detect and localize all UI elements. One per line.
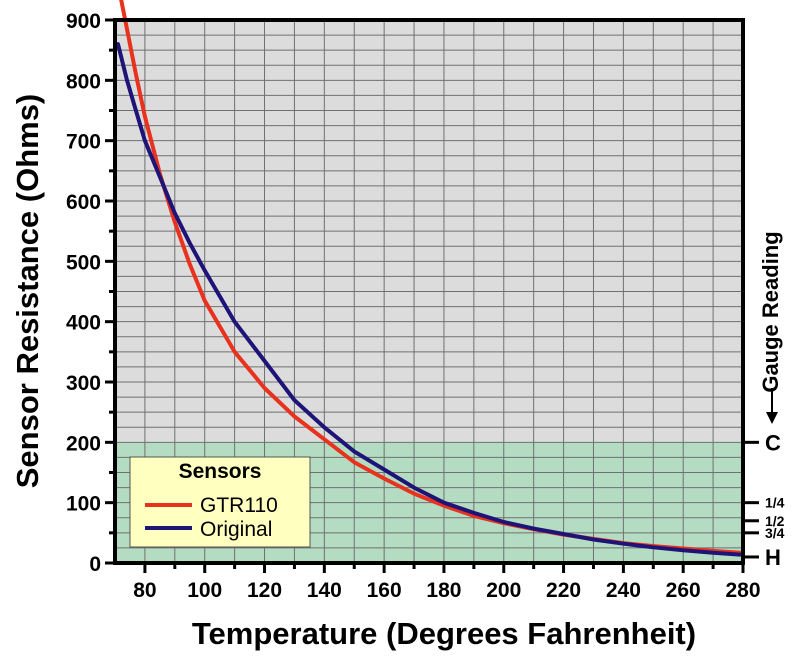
x-tick-label: 80: [133, 579, 156, 602]
y-tick-label: 900: [66, 10, 101, 33]
gauge-tick-label: 1/2: [765, 513, 785, 529]
x-tick-label: 260: [666, 579, 701, 602]
y-tick-label: 0: [89, 553, 101, 576]
x-tick-label: 280: [725, 579, 760, 602]
y-tick-label: 500: [66, 251, 101, 274]
legend-label-gtr110: GTR110: [200, 494, 278, 517]
plot-series: [116, 0, 742, 557]
gauge-tick-label: 3/4: [765, 525, 785, 541]
legend-box: [129, 456, 311, 548]
grid: [114, 19, 744, 564]
y-axis-title: Sensor Resistance (Ohms): [10, 94, 45, 489]
legend-title: Sensors: [179, 460, 262, 483]
y-tick-label: 200: [66, 432, 101, 455]
x-tick-label: 160: [367, 579, 402, 602]
y-tick-label: 700: [66, 131, 101, 154]
legend: Sensors GTR110 Original: [129, 456, 311, 548]
x-tick-label: 240: [606, 579, 641, 602]
gauge-arrow-head: [766, 412, 778, 424]
series-line-original: [116, 42, 742, 557]
gauge-axis-title: Gauge Reading: [758, 231, 783, 392]
x-tick-label: 100: [187, 579, 222, 602]
y-tick-label: 300: [66, 372, 101, 395]
y-axis-ticks: 0 100 200 300 400 500 600 700 800 900: [66, 10, 115, 576]
x-tick-label: 220: [546, 579, 581, 602]
y-tick-label: 400: [66, 312, 101, 335]
y-tick-label: 600: [66, 191, 101, 214]
y-tick-label: 100: [66, 493, 101, 516]
legend-label-original: Original: [200, 518, 272, 541]
x-tick-label: 200: [486, 579, 521, 602]
x-tick-label: 180: [426, 579, 461, 602]
x-axis-ticks: 80 100 120 140 160 180 200 220 240 260 280: [133, 563, 761, 602]
gauge-axis: C 1/4 1/23/4 H: [743, 388, 785, 570]
x-tick-label: 120: [247, 579, 282, 602]
x-tick-label: 140: [307, 579, 342, 602]
gauge-tick-label: H: [765, 545, 781, 570]
y-tick-label: 800: [66, 70, 101, 93]
gauge-tick-label: 1/4: [765, 495, 785, 511]
x-axis-title: Temperature (Degrees Fahrenheit): [192, 616, 696, 651]
gauge-tick-label: C: [765, 430, 781, 455]
